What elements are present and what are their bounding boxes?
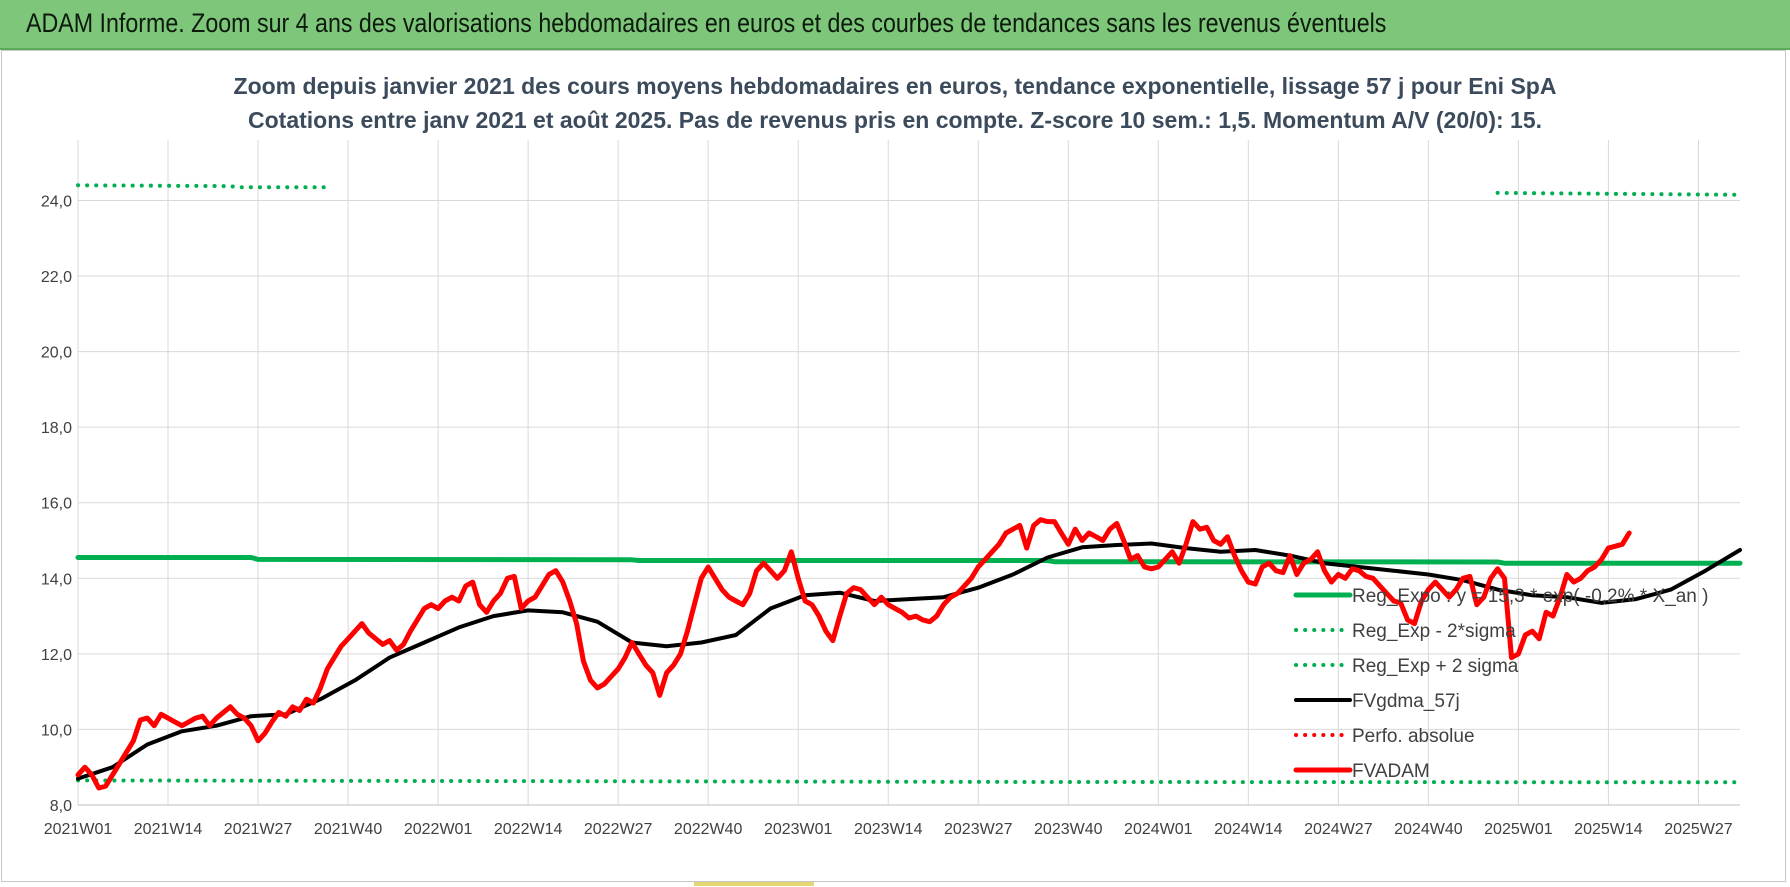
legend-label: FVgdma_57j [1352,691,1460,712]
reg-exp-plus-2sigma-line [1495,190,1742,197]
legend-label: Reg_Exp + 2 sigma [1352,656,1519,677]
x-tick-label: 2021W01 [44,821,113,838]
chart-frame [1,50,1786,882]
fvadam-line [75,517,1632,791]
x-tick-label: 2025W27 [1664,821,1733,838]
bottom-accent [694,882,814,886]
x-tick-label: 2025W14 [1574,821,1643,838]
x-tick-label: 2023W27 [944,821,1013,838]
y-tick-label: 12,0 [41,647,72,664]
x-tick-label: 2025W01 [1484,821,1553,838]
x-tick-label: 2024W14 [1214,821,1283,838]
legend-label: Perfo. absolue [1352,726,1475,747]
reg-exp-minus-2sigma-line [76,778,1742,785]
report-banner: ADAM Informe. Zoom sur 4 ans des valoris… [0,0,1790,50]
x-tick-label: 2021W40 [314,821,383,838]
y-tick-label: 16,0 [41,496,72,513]
legend-label: Reg_Exp - 2*sigma [1352,621,1516,642]
y-tick-label: 8,0 [50,798,72,815]
y-tick-label: 24,0 [41,193,72,210]
y-tick-label: 14,0 [41,571,72,588]
axes: 8,0 10,0 12,0 14,0 16,0 18,0 20,0 22,0 24,0 2021W… [41,193,1740,838]
x-tick-label: 2023W14 [854,821,923,838]
x-tick-label: 2024W27 [1304,821,1373,838]
x-tick-label: 2021W14 [134,821,203,838]
legend-label: Reg_Expo : y = 15,3 * exp( -0,2% * X_an … [1352,586,1708,607]
y-tick-label: 20,0 [41,345,72,362]
x-tick-label: 2023W40 [1034,821,1103,838]
x-tick-label: 2024W01 [1124,821,1193,838]
chart-title: Zoom depuis janvier 2021 des cours moyen… [234,73,1557,99]
y-tick-label: 10,0 [41,722,72,739]
x-tick-label: 2023W01 [764,821,833,838]
y-tick-label: 22,0 [41,269,72,286]
x-tick-label: 2024W40 [1394,821,1463,838]
legend-label: FVADAM [1352,761,1430,782]
legend: Reg_Expo : y = 15,3 * exp( -0,2% * X_an … [1293,586,1708,782]
grid [77,140,1740,806]
x-tick-label: 2022W40 [674,821,743,838]
y-tick-label: 18,0 [41,420,72,437]
chart-subtitle: Cotations entre janv 2021 et août 2025. … [248,107,1542,133]
x-tick-label: 2022W27 [584,821,653,838]
x-tick-label: 2022W14 [494,821,563,838]
series [75,183,1743,791]
reg-exp-plus-2sigma-line [76,183,330,190]
x-tick-label: 2021W27 [224,821,293,838]
reg-expo-line [75,555,1743,566]
x-tick-label: 2022W01 [404,821,473,838]
report-title: ADAM Informe. Zoom sur 4 ans des valoris… [26,8,1387,38]
